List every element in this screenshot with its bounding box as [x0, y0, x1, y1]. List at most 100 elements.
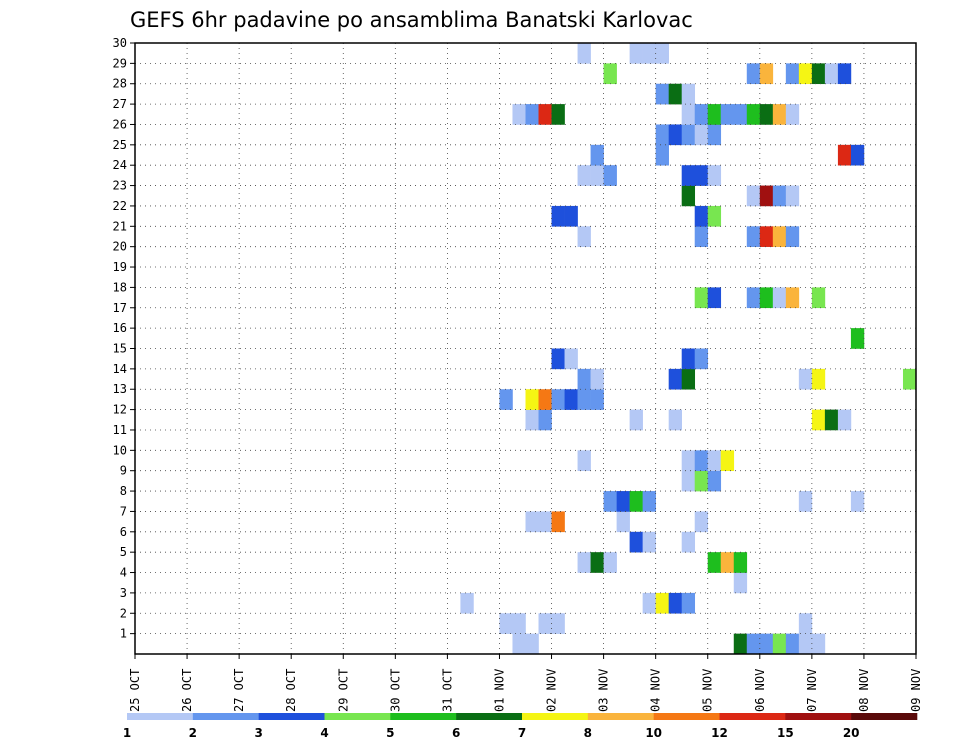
heatmap-cell — [811, 368, 826, 390]
y-tick-label: 1 — [120, 627, 127, 641]
heatmap-cell — [707, 552, 722, 573]
heatmap-cell — [577, 226, 591, 247]
heatmap-cell — [785, 633, 800, 655]
y-tick-label: 26 — [113, 117, 127, 131]
heatmap-cell — [850, 328, 865, 349]
heatmap-cell — [616, 491, 630, 512]
y-tick-label: 11 — [113, 423, 127, 437]
heatmap-cell — [772, 226, 787, 247]
heatmap-cell — [707, 287, 722, 309]
heatmap-cell — [772, 185, 787, 207]
heatmap-cell — [707, 470, 722, 492]
heatmap-cell — [772, 633, 787, 655]
colorbar-segment — [653, 713, 720, 720]
heatmap-cell — [551, 511, 565, 533]
x-axis: 25 OCT 26 OCT 27 OCT 28 OCT 29 OCT 30 OCT 31 O… — [128, 654, 923, 712]
x-tick-label: 27 OCT — [232, 669, 246, 712]
colorbar-segment — [785, 713, 852, 720]
heatmap-cell — [525, 409, 539, 431]
heatmap-cell — [551, 613, 565, 634]
heatmap-cell — [798, 491, 813, 512]
x-tick-label: 02 NOV — [545, 669, 559, 712]
heatmap-cell — [759, 287, 774, 309]
heatmap-cell — [668, 592, 682, 614]
y-tick-label: 5 — [120, 545, 127, 559]
x-tick-label: 07 NOV — [805, 669, 819, 712]
colorbar-label: 3 — [254, 726, 262, 740]
heatmap-cell — [642, 592, 656, 614]
y-tick-label: 21 — [113, 219, 127, 233]
heatmap-cell — [603, 63, 617, 85]
colorbar-label: 10 — [645, 726, 662, 740]
heatmap-cell — [746, 104, 761, 125]
heatmap-cell — [512, 613, 526, 634]
heatmap-cell — [603, 165, 617, 186]
heatmap-cell — [694, 511, 709, 533]
y-tick-label: 12 — [113, 403, 127, 417]
y-tick-label: 27 — [113, 97, 127, 111]
heatmap-cell — [785, 104, 800, 125]
x-tick-label: 26 OCT — [180, 669, 194, 712]
heatmap-cell — [590, 144, 604, 166]
heatmap-cell — [655, 43, 669, 64]
heatmap-cell — [798, 633, 813, 655]
heatmap-cell — [798, 613, 813, 634]
heatmap-cell — [551, 389, 565, 410]
colorbar-segment — [719, 713, 786, 720]
heatmap-cell — [850, 144, 865, 166]
heatmap-cell — [694, 205, 709, 227]
colorbar-segment — [324, 713, 391, 720]
heatmap-cell — [720, 552, 735, 573]
heatmap-cell — [681, 368, 696, 390]
y-tick-label: 28 — [113, 77, 127, 91]
heatmap-cell — [512, 633, 526, 655]
x-tick-label: 30 OCT — [388, 669, 402, 712]
heatmap-cell — [603, 552, 617, 573]
heatmap-cell — [577, 165, 591, 186]
heatmap-cell — [811, 63, 826, 85]
y-tick-label: 10 — [113, 443, 127, 457]
y-tick-label: 23 — [113, 179, 127, 193]
x-tick-label: 25 OCT — [128, 669, 142, 712]
heatmap-cell — [733, 552, 748, 573]
heatmap-cell — [629, 491, 643, 512]
heatmap-cell — [655, 124, 669, 146]
y-tick-label: 4 — [120, 566, 127, 580]
heatmap-cell — [811, 633, 826, 655]
heatmap-cell — [681, 124, 696, 146]
heatmap-cell — [694, 450, 709, 471]
heatmap-cell — [538, 389, 552, 410]
heatmap-cell — [577, 552, 591, 573]
y-tick-label: 16 — [113, 321, 127, 335]
heatmap-cell — [681, 185, 696, 207]
heatmap-cell — [707, 104, 722, 125]
heatmap-cell — [746, 185, 761, 207]
heatmap-cell — [759, 633, 774, 655]
heatmap-cell — [668, 368, 682, 390]
heatmap-cell — [681, 470, 696, 492]
heatmap-cell — [785, 63, 800, 85]
heatmap-cell — [772, 287, 787, 309]
heatmap-cell — [538, 511, 552, 533]
heatmap-cell — [733, 572, 748, 594]
colorbar: 1 2 3 4 5 6 7 8 10 12 15 20 — [123, 713, 918, 740]
heatmap-cell — [525, 389, 539, 410]
heatmap-cell — [785, 185, 800, 207]
heatmap-cell — [551, 104, 565, 125]
heatmap-cell — [681, 104, 696, 125]
y-tick-label: 18 — [113, 280, 127, 294]
y-tick-label: 24 — [113, 158, 127, 172]
heatmap-cell — [707, 205, 722, 227]
heatmap-cell — [759, 226, 774, 247]
heatmap-cell — [772, 104, 787, 125]
heatmap-cell — [564, 205, 578, 227]
colorbar-label: 2 — [189, 726, 197, 740]
colorbar-segment — [522, 713, 589, 720]
heatmap-cell — [707, 165, 722, 186]
heatmap-cell — [733, 104, 748, 125]
heatmap-cell — [694, 348, 709, 370]
heatmap-cell — [824, 63, 839, 85]
colorbar-label: 1 — [123, 726, 131, 740]
heatmap-cell — [694, 226, 709, 247]
